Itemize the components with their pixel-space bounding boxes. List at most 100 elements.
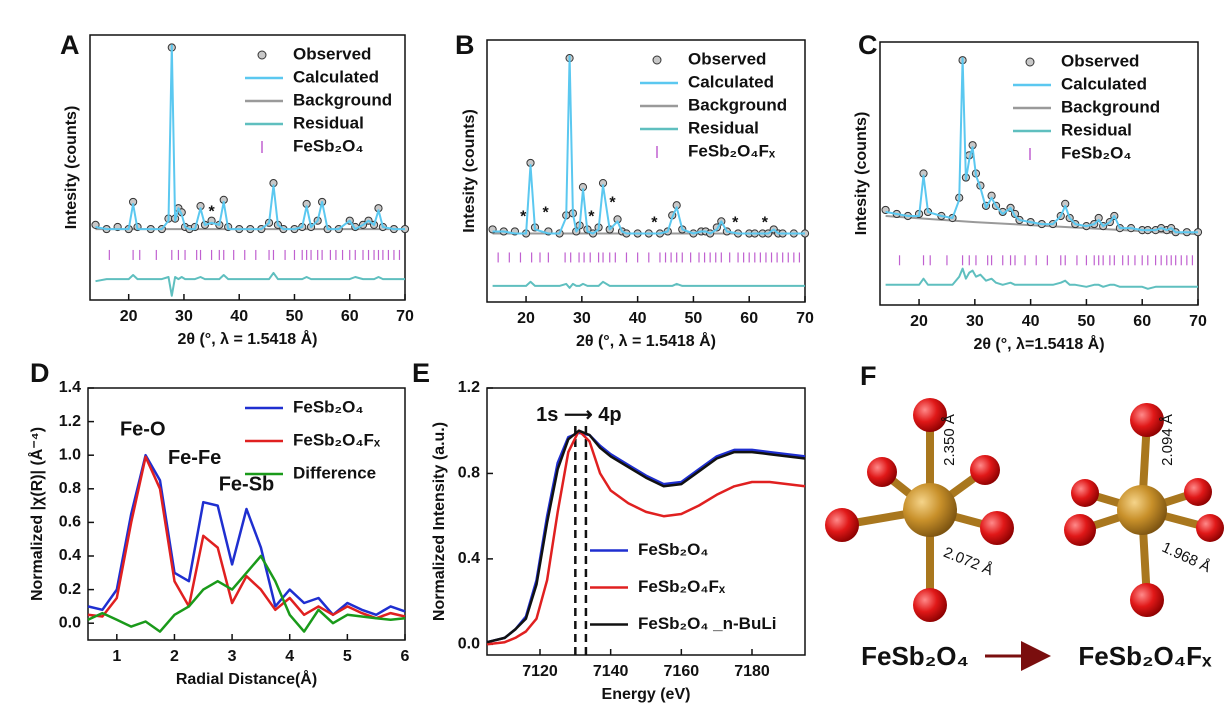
legend-label: FeSb₂O₄ <box>293 397 363 416</box>
x-tick-label: 70 <box>796 310 814 327</box>
x-tick-label: 7140 <box>593 663 629 680</box>
annotation: Fe-Fe <box>168 447 221 469</box>
y-tick-label: 1.2 <box>458 379 480 396</box>
legend-label: Background <box>293 90 392 109</box>
legend-label: FeSb₂O₄ _n-BuLi <box>638 614 776 633</box>
x-tick-label: 20 <box>910 313 928 330</box>
y-tick-label: 0.8 <box>458 465 480 482</box>
x-tick-label: 60 <box>341 308 359 325</box>
x-tick-label: 50 <box>685 310 703 327</box>
legend-symbol <box>1026 58 1034 66</box>
panel-letter: D <box>30 358 50 388</box>
legend-label: Residual <box>293 113 364 132</box>
compound-label: FeSb₂O₄Fₓ <box>1078 641 1212 671</box>
structure-diagram: F 2.350 Å 2.072 Å 2.094 Å 1.968 <box>825 361 1224 671</box>
data-line <box>88 556 405 632</box>
x-axis-label: Energy (eV) <box>602 686 691 703</box>
y-tick-label: 0.6 <box>59 514 81 531</box>
legend-label: Calculated <box>293 67 379 86</box>
bond-length: 2.094 Å <box>1159 414 1176 466</box>
x-axis-label: Radial Distance(Å) <box>176 669 317 688</box>
x-tick-label: 4 <box>285 648 294 665</box>
panel-letter: B <box>455 30 475 60</box>
x-tick-label: 1 <box>112 648 121 665</box>
x-tick-label: 40 <box>230 308 248 325</box>
legend-label: Observed <box>688 49 766 68</box>
annotation: * <box>588 209 595 226</box>
annotation: * <box>609 194 616 211</box>
legend-label: FeSb₂O₄Fₓ <box>638 577 726 596</box>
legend-label: FeSb₂O₄ <box>638 540 708 559</box>
data-line <box>487 433 805 642</box>
annotation: * <box>520 209 527 226</box>
x-axis-label: 2θ (°, λ = 1.5418 Å) <box>177 329 317 348</box>
x-tick-label: 40 <box>1022 313 1040 330</box>
annotation: * <box>542 205 549 222</box>
x-tick-label: 30 <box>573 310 591 327</box>
data-line <box>493 282 805 288</box>
annotation: 1s ⟶ 4p <box>536 404 621 426</box>
x-tick-label: 5 <box>343 648 352 665</box>
x-tick-label: 7120 <box>522 663 558 680</box>
x-tick-label: 50 <box>1078 313 1096 330</box>
legend-symbol <box>653 56 661 64</box>
bond-length: 1.968 Å <box>1159 539 1213 576</box>
legend-label: Calculated <box>688 72 774 91</box>
annotation: * <box>651 215 658 232</box>
panel-letter: E <box>412 358 430 388</box>
y-tick-label: 0.4 <box>59 547 81 564</box>
legend-label: Background <box>1061 97 1160 116</box>
panel-letter: F <box>860 361 877 391</box>
panel-letter: A <box>60 30 80 60</box>
x-tick-label: 60 <box>740 310 758 327</box>
legend-label: Residual <box>688 118 759 137</box>
x-tick-label: 30 <box>175 308 193 325</box>
x-tick-label: 70 <box>396 308 414 325</box>
data-line <box>96 273 406 296</box>
atoms-left <box>825 398 1014 622</box>
y-tick-label: 0.0 <box>59 614 81 631</box>
data-line <box>487 431 805 645</box>
y-tick-label: 1.0 <box>59 446 81 463</box>
y-tick-label: 0.2 <box>59 581 81 598</box>
x-tick-label: 50 <box>286 308 304 325</box>
y-axis-label: Intesity (counts) <box>461 109 478 233</box>
legend-label: Observed <box>1061 51 1139 70</box>
x-tick-label: 20 <box>517 310 535 327</box>
y-tick-label: 0.4 <box>458 550 480 567</box>
data-line <box>886 269 1198 289</box>
atoms-right <box>1064 403 1224 617</box>
x-tick-label: 20 <box>120 308 138 325</box>
y-axis-label: Intesity (counts) <box>853 112 870 236</box>
bond-length: 2.072 Å <box>941 544 995 579</box>
y-tick-label: 0.0 <box>458 636 480 653</box>
legend-label: FeSb₂O₄ <box>1061 143 1131 162</box>
y-axis-label: Normalized Intensity (a.u.) <box>431 422 448 621</box>
x-tick-label: 2 <box>170 648 179 665</box>
panel-letter: C <box>858 30 878 60</box>
y-axis-label: Normalized |χ(R)| (Å⁻⁴) <box>27 427 46 601</box>
x-tick-label: 6 <box>401 648 410 665</box>
x-tick-label: 70 <box>1189 313 1207 330</box>
y-tick-label: 1.2 <box>59 413 81 430</box>
y-tick-label: 0.8 <box>59 480 81 497</box>
legend-symbol <box>258 51 266 59</box>
legend-label: FeSb₂O₄Fₓ <box>688 141 776 160</box>
legend-label: Residual <box>1061 120 1132 139</box>
figure: F 2.350 Å 2.072 Å 2.094 Å 1.968 <box>0 0 1225 707</box>
legend-label: Difference <box>293 463 376 482</box>
annotation: * <box>732 215 739 232</box>
y-axis-label: Intesity (counts) <box>63 106 80 230</box>
annotation: Fe-Sb <box>219 474 275 496</box>
y-tick-label: 1.4 <box>59 379 81 396</box>
annotation: * <box>208 204 215 221</box>
x-axis-label: 2θ (°, λ=1.5418 Å) <box>973 334 1104 353</box>
compound-label: FeSb₂O₄ <box>861 641 969 671</box>
plot-frame <box>880 42 1198 305</box>
legend-label: FeSb₂O₄ <box>293 136 363 155</box>
annotation: * <box>762 215 769 232</box>
x-tick-label: 60 <box>1133 313 1151 330</box>
annotation: Fe-O <box>120 418 166 440</box>
data-line <box>487 431 805 643</box>
x-tick-label: 3 <box>228 648 237 665</box>
